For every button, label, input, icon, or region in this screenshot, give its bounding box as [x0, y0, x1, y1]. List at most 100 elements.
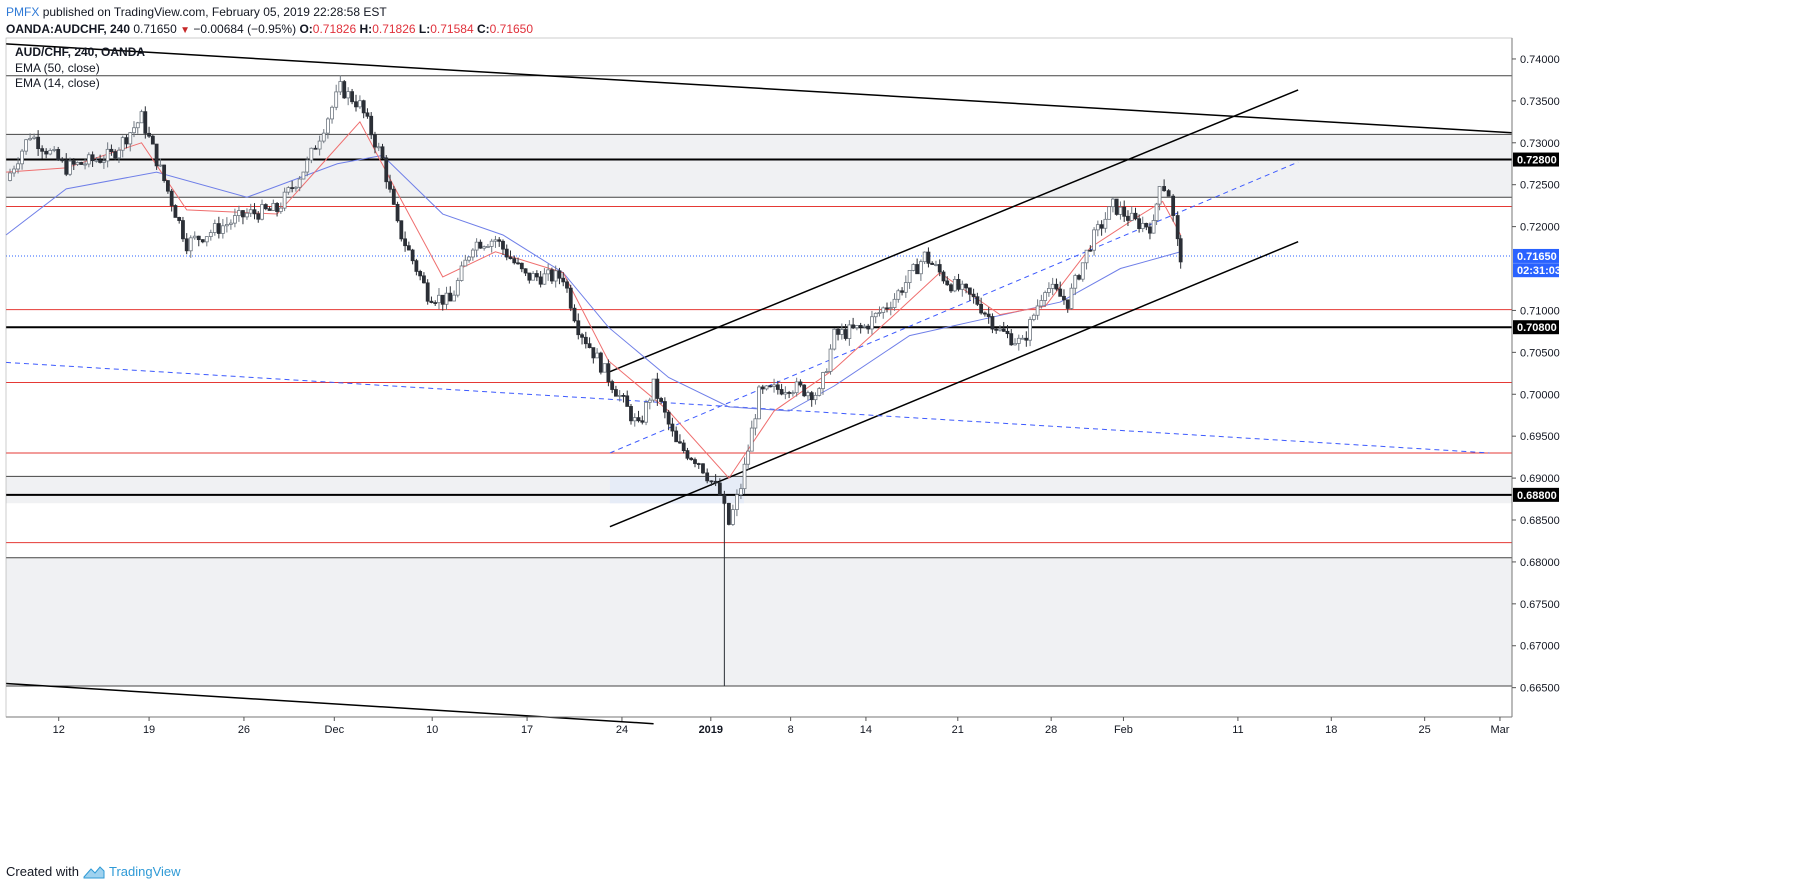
price-label-2: 02:31:03 [1517, 265, 1561, 277]
candle-body-18 [79, 162, 84, 165]
candle-body-229 [885, 307, 889, 310]
candle-body-188 [730, 509, 735, 525]
candle-body-44 [177, 217, 182, 221]
author-name[interactable]: PMFX [6, 5, 40, 19]
candle-body-214 [828, 348, 833, 372]
candle-body-257 [990, 316, 995, 330]
y-tick-label-6: 0.70500 [1520, 347, 1560, 359]
y-tick-label-11: 0.68000 [1520, 557, 1560, 569]
candle-body-51 [204, 236, 209, 243]
candle-body-3 [20, 150, 24, 165]
candle-body-1 [12, 168, 16, 174]
candle-body-123 [482, 246, 487, 249]
candle-body-14 [64, 159, 69, 175]
candle-body-181 [701, 463, 705, 474]
candle-body-262 [1009, 333, 1014, 346]
candle-body-46 [184, 238, 189, 252]
candle-body-138 [538, 276, 543, 285]
candle-body-204 [790, 392, 795, 395]
candle-body-291 [1118, 206, 1123, 215]
candle-body-246 [949, 284, 953, 292]
x-tick-label-6: 24 [616, 724, 628, 736]
candle-body-231 [892, 298, 897, 308]
candle-body-11 [52, 149, 57, 151]
candle-body-64 [256, 213, 261, 220]
candle-body-222 [858, 325, 863, 328]
price-label-3: 0.70800 [1517, 322, 1557, 334]
close-label: C: [476, 22, 490, 36]
high-value: 0.71826 [372, 22, 416, 36]
candle-body-116 [455, 280, 460, 296]
price-label-bg-3 [1513, 320, 1559, 335]
candle-body-234 [903, 282, 908, 293]
candle-body-103 [406, 245, 411, 251]
candle-body-298 [1144, 222, 1149, 228]
candle-body-93 [369, 115, 374, 136]
candle-body-164 [636, 417, 641, 422]
ema14-legend[interactable]: EMA (14, close) [15, 76, 100, 90]
close-value: 0.71650 [489, 22, 534, 36]
price-label-bg-0 [1513, 152, 1559, 167]
trendline-2 [609, 89, 1299, 373]
trendline-5 [5, 361, 1490, 454]
candle-body-76 [301, 171, 306, 180]
x-tick-label-7: 2019 [699, 724, 723, 736]
candle-body-58 [233, 215, 237, 224]
candle-body-53 [212, 223, 217, 233]
candle-body-265 [1020, 337, 1025, 340]
price-label-1: 0.71650 [1517, 251, 1557, 263]
candle-body-36 [147, 132, 151, 137]
candle-body-280 [1077, 275, 1081, 280]
candle-body-228 [881, 307, 886, 313]
last-price: 0.71650 [133, 22, 177, 36]
candle-body-230 [888, 307, 893, 309]
candle-body-166 [644, 401, 648, 423]
tradingview-brand[interactable]: TradingView [108, 864, 181, 879]
candle-body-192 [746, 450, 751, 465]
candle-body-306 [1175, 215, 1180, 240]
candle-body-55 [220, 225, 225, 234]
candle-body-283 [1088, 249, 1093, 252]
candle-body-217 [839, 329, 844, 335]
candle-body-288 [1107, 206, 1112, 220]
candle-body-37 [150, 135, 155, 145]
candle-body-108 [425, 282, 430, 302]
candle-body-249 [960, 283, 965, 290]
candle-body-248 [956, 278, 961, 290]
candle-body-121 [474, 241, 479, 251]
candle-body-244 [941, 271, 946, 282]
candle-body-243 [937, 264, 942, 273]
y-tick-label-9: 0.69000 [1520, 473, 1560, 485]
candle-body-297 [1140, 222, 1145, 229]
candle-body-100 [395, 203, 400, 222]
candle-body-184 [713, 480, 718, 484]
y-tick-label-5: 0.71000 [1520, 305, 1560, 317]
candle-body-213 [824, 371, 829, 373]
x-tick-label-4: 10 [426, 724, 438, 736]
candle-body-278 [1069, 287, 1074, 309]
ohlc-bar: OANDA:AUDCHF, 240 0.71650 ▼ −0.00684 (−0… [6, 21, 533, 39]
candle-body-75 [297, 178, 302, 188]
candle-body-303 [1162, 186, 1167, 192]
candle-body-253 [975, 296, 980, 305]
candle-body-206 [798, 381, 803, 386]
candle-body-301 [1154, 203, 1159, 221]
x-axis-ticks: 12 19 26 Dec 10 17 24 2019 8 14 21 28 Feb 11 18 25 Mar [53, 717, 1510, 736]
candle-body-128 [501, 240, 505, 250]
ema50-legend[interactable]: EMA (50, close) [15, 61, 100, 75]
open-label: O: [299, 22, 313, 36]
y-tick-label-1: 0.73500 [1520, 96, 1560, 108]
candle-body-153 [595, 352, 600, 359]
candle-body-160 [621, 394, 626, 397]
candle-body-86 [342, 81, 347, 99]
candle-body-163 [632, 417, 637, 422]
candle-body-9 [44, 150, 49, 155]
candle-body-43 [173, 205, 178, 218]
candle-body-117 [459, 265, 464, 281]
zone-0 [6, 134, 1512, 198]
candle-body-157 [610, 381, 615, 390]
candle-body-279 [1073, 275, 1078, 289]
candle-body-299 [1148, 226, 1152, 234]
candle-body-223 [862, 325, 867, 328]
